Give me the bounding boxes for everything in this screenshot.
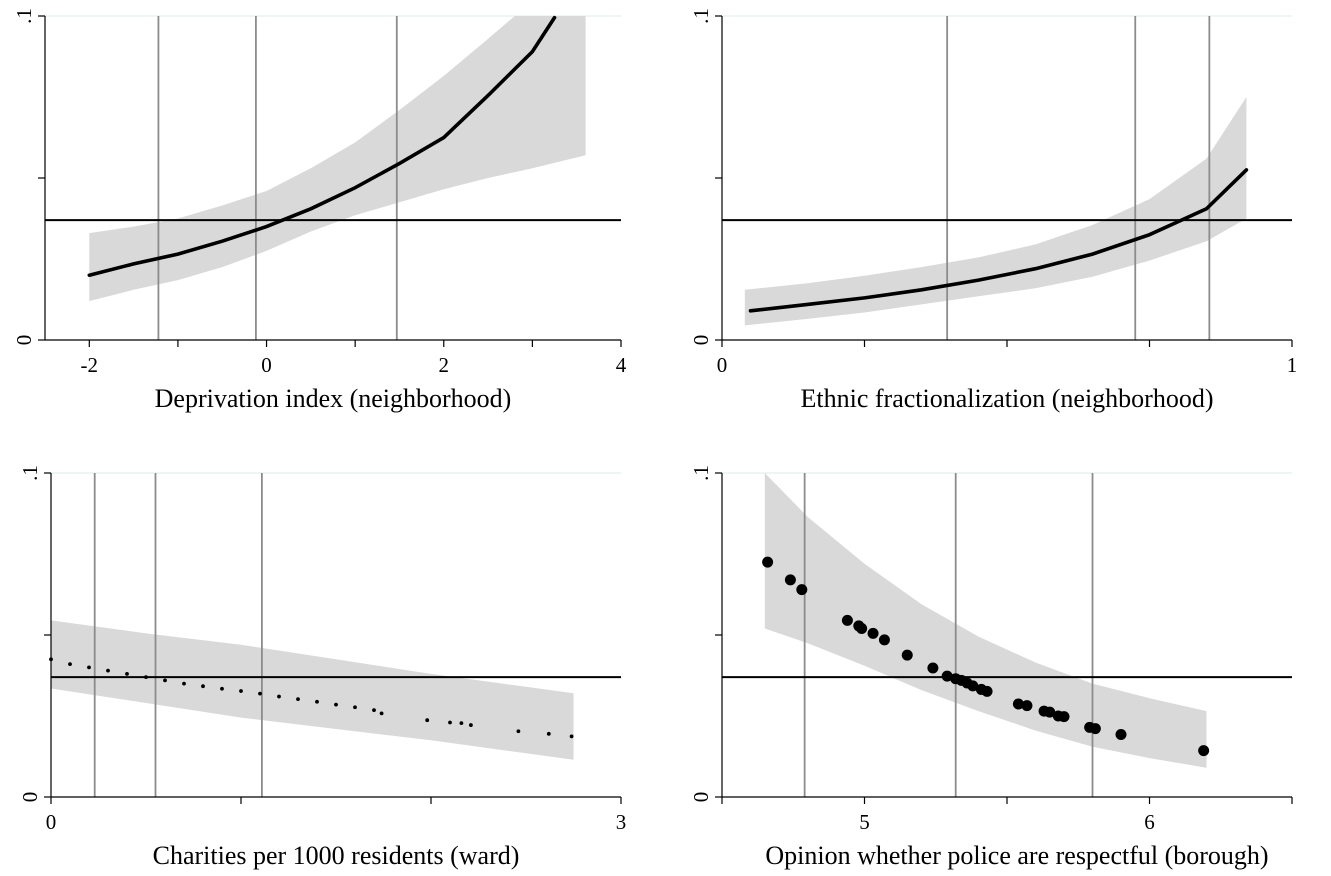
- estimate-point: [125, 671, 129, 676]
- estimate-point: [448, 720, 452, 725]
- estimate-point: [353, 705, 357, 710]
- estimate-point: [163, 678, 167, 683]
- y-tick-label: .1: [689, 8, 713, 24]
- confidence-band: [51, 620, 574, 760]
- estimate-line: [87, 15, 557, 277]
- estimate-point: [546, 731, 551, 736]
- estimate-point: [981, 685, 993, 697]
- x-axis-title: Ethnic fractionalization (neighborhood): [801, 384, 1214, 413]
- y-tick-label: .1: [689, 465, 713, 481]
- estimate-point: [425, 718, 430, 723]
- x-axis-title: Charities per 1000 residents (ward): [153, 841, 520, 870]
- estimate-point: [296, 697, 300, 702]
- estimate-point: [784, 574, 796, 586]
- x-tick-label: 6: [1144, 810, 1155, 834]
- x-tick-label: 0: [717, 353, 728, 377]
- estimate-point: [1012, 698, 1024, 710]
- estimate-point: [315, 699, 319, 704]
- estimate-point: [469, 723, 473, 727]
- estimate-point: [1021, 700, 1033, 712]
- x-axis-title: Opinion whether police are respectful (b…: [765, 841, 1268, 870]
- y-tick-label: .1: [12, 8, 36, 24]
- estimate-point: [106, 668, 110, 673]
- estimate-point: [1089, 723, 1101, 735]
- estimate-point: [569, 734, 574, 739]
- panel-police-opinion: 5 6 0 .1 Opinion whether police are respectf…: [689, 465, 1293, 870]
- estimate-point: [967, 680, 979, 692]
- estimate-point: [220, 686, 224, 691]
- estimate-point: [1198, 745, 1210, 757]
- estimate-point: [762, 556, 774, 568]
- estimate-point: [379, 711, 384, 716]
- y-tick-label: 0: [12, 335, 36, 346]
- estimate-point: [796, 584, 808, 596]
- confidence-band: [744, 97, 1247, 326]
- estimate-point: [867, 627, 879, 639]
- estimate-point: [144, 675, 148, 680]
- estimate-point: [68, 662, 72, 667]
- estimate-point: [459, 721, 464, 726]
- estimate-point: [1115, 728, 1127, 740]
- confidence-band: [89, 16, 586, 302]
- estimate-point: [372, 708, 376, 713]
- estimate-point: [516, 729, 521, 734]
- estimate-point: [182, 681, 186, 686]
- x-tick-label: 5: [859, 810, 870, 834]
- x-tick-label: 0: [261, 353, 272, 377]
- estimate-point: [941, 670, 953, 682]
- estimate-point: [87, 665, 91, 670]
- estimate-point: [1058, 711, 1070, 723]
- panel-deprivation: -2 0 2 4 0 .1 Deprivation index (neighborhood): [12, 8, 627, 413]
- estimate-point: [927, 662, 939, 674]
- estimate-point: [334, 702, 338, 707]
- x-axis-title: Deprivation index (neighborhood): [155, 384, 512, 413]
- estimate-point: [239, 689, 243, 693]
- x-tick-label: 4: [616, 353, 627, 377]
- estimate-line: [748, 168, 1249, 313]
- x-tick-label: 0: [46, 810, 57, 834]
- estimate-point: [1044, 706, 1056, 718]
- x-tick-label: 2: [439, 353, 450, 377]
- estimate-point: [841, 614, 853, 626]
- y-tick-label: 0: [18, 792, 42, 803]
- y-tick-label: 0: [689, 792, 713, 803]
- confidence-band: [764, 473, 1207, 768]
- x-tick-label: 3: [616, 810, 627, 834]
- estimate-point: [258, 691, 262, 696]
- estimate-point: [878, 634, 890, 646]
- estimate-point: [901, 649, 913, 661]
- estimate-point: [277, 694, 281, 699]
- x-tick-label: -2: [81, 353, 99, 377]
- x-tick-label: 1: [1287, 353, 1298, 377]
- panel-charities: 0 3 0 .1 Charities per 1000 residents (ward): [18, 465, 626, 870]
- estimate-point: [201, 684, 205, 689]
- estimate-point: [856, 623, 868, 635]
- panel-ethnic-fractionalization: 0 1 0 .1 Ethnic fractionalization (neighborh…: [689, 8, 1297, 413]
- y-tick-label: .1: [18, 465, 42, 481]
- y-tick-label: 0: [689, 335, 713, 346]
